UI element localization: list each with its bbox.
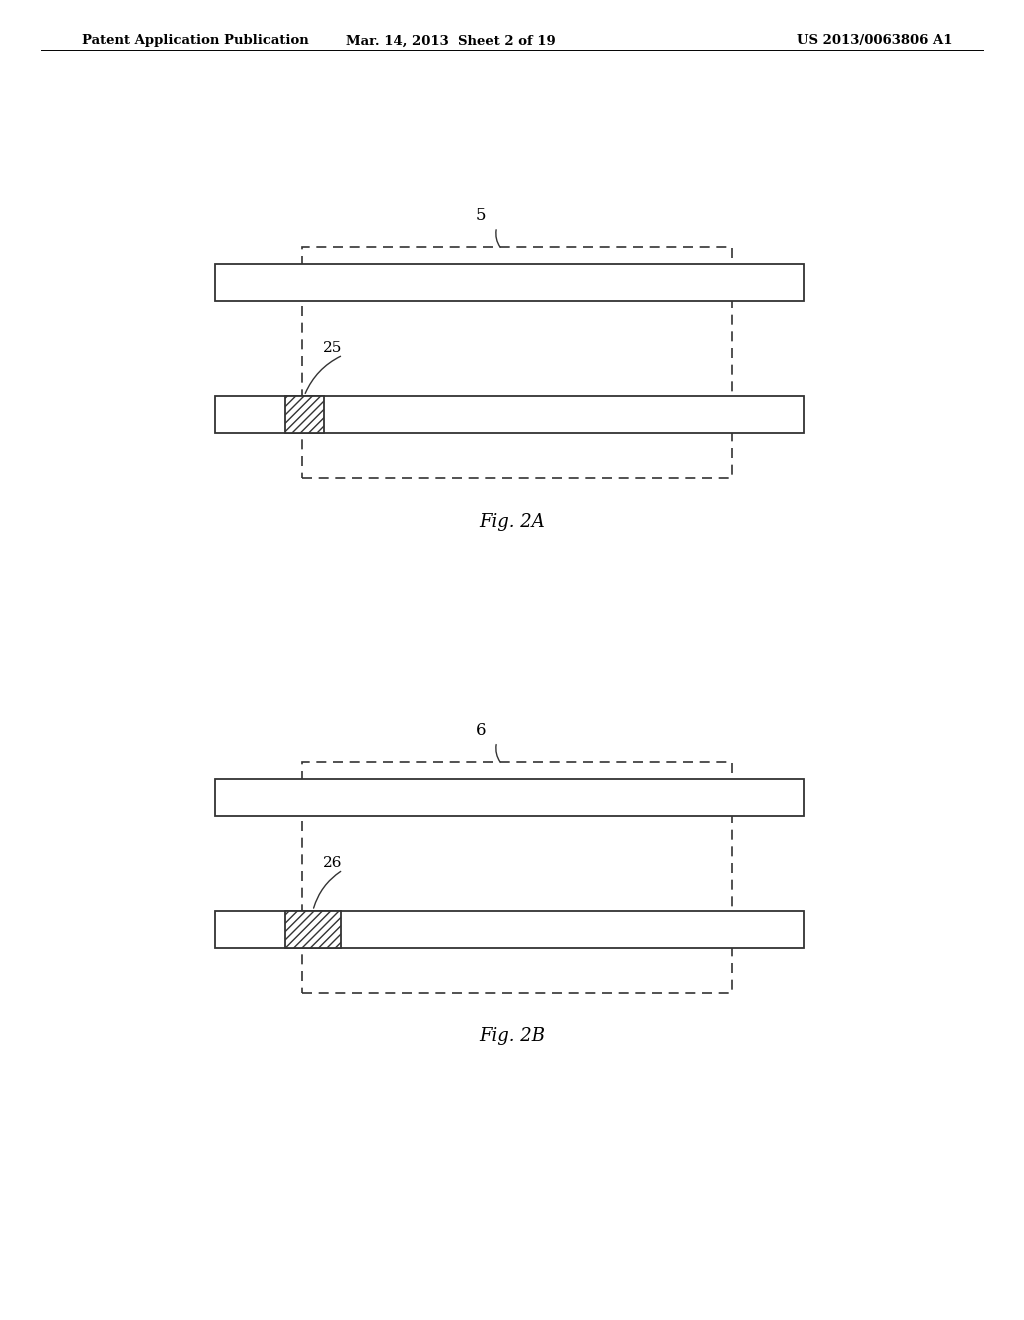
Text: Mar. 14, 2013  Sheet 2 of 19: Mar. 14, 2013 Sheet 2 of 19 — [346, 34, 555, 48]
Text: US 2013/0063806 A1: US 2013/0063806 A1 — [797, 34, 952, 48]
Bar — [215, 911, 804, 948]
Bar — [285, 911, 341, 948]
Bar — [302, 247, 732, 478]
Text: Patent Application Publication: Patent Application Publication — [82, 34, 308, 48]
Bar — [215, 396, 804, 433]
Text: 6: 6 — [476, 722, 486, 739]
Text: Fig. 2B: Fig. 2B — [479, 1027, 545, 1045]
Text: 26: 26 — [323, 855, 343, 870]
Text: 25: 25 — [324, 341, 342, 355]
Bar — [285, 396, 324, 433]
Bar — [215, 264, 804, 301]
Bar — [302, 762, 732, 993]
Text: 5: 5 — [476, 207, 486, 224]
Bar — [215, 779, 804, 816]
Text: Fig. 2A: Fig. 2A — [479, 512, 545, 531]
